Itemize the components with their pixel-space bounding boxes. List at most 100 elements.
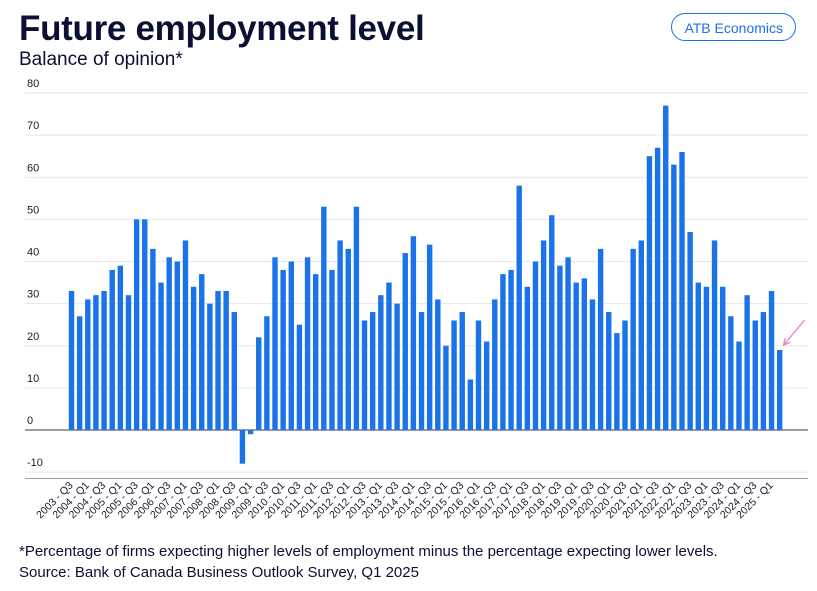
grid-lines [25, 92, 808, 479]
bar [516, 185, 522, 430]
bar [304, 257, 311, 430]
bar [207, 303, 213, 431]
bar [247, 430, 254, 435]
bar [500, 274, 506, 430]
bar [272, 257, 278, 430]
bar [532, 261, 539, 430]
bar [361, 320, 368, 431]
bar [581, 278, 588, 430]
chart-title: Future employment level [19, 9, 425, 48]
bar [418, 312, 425, 430]
bar [239, 430, 246, 464]
bar [76, 316, 83, 430]
footnote: *Percentage of firms expecting higher le… [19, 543, 718, 560]
bar [614, 333, 620, 430]
bar [606, 312, 612, 430]
bar [142, 219, 148, 430]
bar [280, 269, 286, 430]
bar [182, 240, 189, 430]
bar [264, 316, 270, 430]
bar [638, 240, 644, 430]
bar [158, 282, 164, 430]
bar [451, 320, 457, 431]
bar [125, 295, 132, 430]
bar [166, 257, 172, 430]
bar [654, 147, 661, 430]
bar [687, 232, 693, 430]
bar [524, 286, 531, 430]
bar [231, 312, 237, 430]
bar [695, 282, 701, 430]
bar [744, 295, 750, 430]
bar [190, 286, 197, 430]
bar [540, 240, 547, 430]
bar [215, 290, 221, 430]
bar [199, 274, 205, 430]
bar [313, 274, 319, 430]
bar [117, 265, 124, 430]
y-tick-label: 70 [27, 120, 39, 132]
y-tick-label: 80 [27, 78, 39, 90]
bar [133, 219, 140, 430]
bar [386, 282, 392, 430]
y-axis: -10 0 10 20 30 40 50 60 70 80 [27, 78, 43, 469]
y-tick-label: 0 [27, 415, 33, 427]
bar [679, 151, 685, 430]
y-tick-label: 50 [27, 204, 39, 216]
bar [508, 269, 514, 430]
bar [353, 206, 360, 430]
bar [597, 248, 604, 430]
bar [321, 206, 327, 430]
arrow-shaft [783, 319, 806, 346]
bar [565, 257, 571, 430]
bar [671, 164, 677, 431]
y-tick-label: 10 [27, 373, 39, 385]
source-note: Source: Bank of Canada Business Outlook … [19, 564, 419, 581]
y-tick-label: 60 [27, 162, 39, 174]
bar [410, 236, 417, 430]
bar [329, 269, 335, 430]
bar [483, 341, 490, 430]
bar [93, 295, 99, 430]
bar [663, 105, 669, 430]
y-tick-label: 30 [27, 289, 39, 301]
bar [443, 345, 449, 430]
bar [394, 303, 400, 431]
bar [459, 312, 465, 430]
bar [467, 379, 474, 430]
bar [760, 312, 767, 430]
y-tick-label: 40 [27, 247, 39, 259]
bar [549, 215, 555, 430]
bar [630, 248, 636, 430]
bar [720, 286, 726, 430]
bar [337, 240, 343, 430]
bar [557, 265, 563, 430]
bar [475, 320, 482, 431]
chart-subtitle: Balance of opinion* [19, 49, 183, 70]
bar [296, 324, 303, 430]
bar [736, 341, 742, 430]
bar [150, 248, 156, 430]
bar [288, 261, 294, 430]
bar [435, 299, 441, 430]
bar [776, 349, 783, 430]
annotation-arrow [782, 319, 806, 347]
bar [109, 269, 115, 430]
y-tick-label: -10 [27, 457, 43, 469]
bar [369, 312, 376, 430]
bar [711, 240, 718, 430]
bar [256, 337, 262, 430]
bar [345, 248, 351, 430]
bar [703, 286, 710, 430]
atb-economics-badge: ATB Economics [671, 13, 796, 41]
bar [728, 316, 734, 430]
bar [174, 261, 181, 430]
bar [85, 299, 91, 430]
bar [426, 244, 433, 430]
bar [378, 295, 384, 430]
bar [573, 282, 579, 430]
bar [768, 290, 775, 430]
bar [589, 299, 596, 430]
